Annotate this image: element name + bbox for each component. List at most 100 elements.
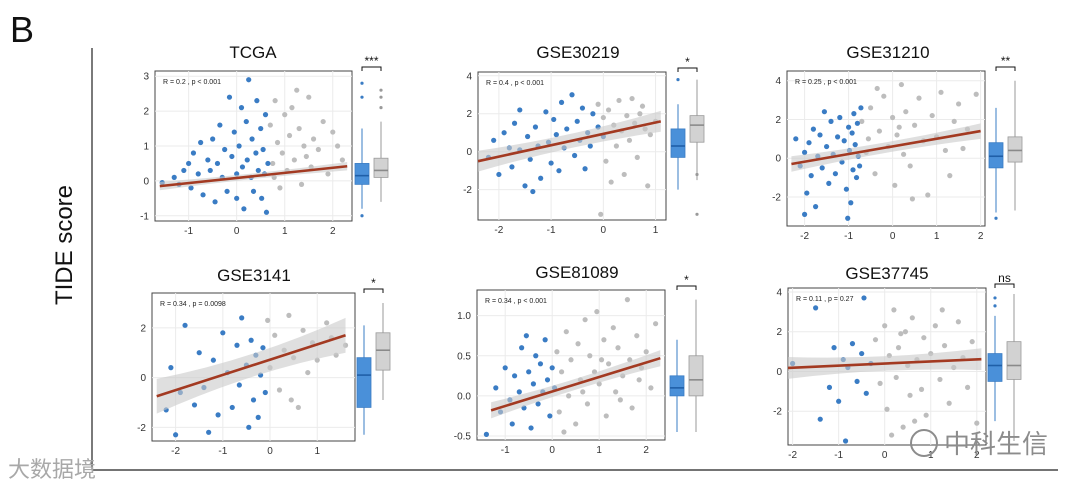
scatter-point-blue (511, 120, 518, 126)
box-outlier-grey (379, 106, 383, 110)
x-tick-label: -1 (834, 450, 843, 461)
scatter-point-blue (547, 413, 553, 419)
scatter-point-blue (522, 183, 528, 189)
scatter-point-grey (298, 181, 305, 187)
scatter-point-grey (895, 345, 902, 351)
scatter-point-grey (617, 397, 623, 403)
scatter-point-blue (579, 105, 586, 111)
y-tick-label: -2 (463, 185, 472, 196)
scatter-point-blue (526, 369, 532, 375)
scatter-point-blue (222, 146, 228, 153)
x-tick-label: 2 (643, 445, 649, 456)
significance-label: * (684, 273, 689, 287)
scatter-point-grey (563, 329, 569, 335)
scatter-point-blue (226, 94, 233, 100)
scatter-point-blue (253, 150, 259, 156)
watermark-right: 中科生信 (910, 424, 1048, 461)
scatter-point-blue (851, 111, 857, 117)
scatter-point-blue (826, 384, 833, 390)
panel-tcga: TCGA -1 0 1 2 -1 0 1 2 3 R = 0.2 , p < 0.001 *** (140, 43, 389, 237)
scatter-point-blue (501, 130, 507, 136)
scatter-point-blue (532, 124, 539, 130)
scatter-point-blue (831, 345, 837, 351)
scatter-point-grey (296, 125, 302, 132)
scatter-point-blue (210, 357, 216, 363)
scatter-point-grey (634, 154, 640, 160)
scatter-point-grey (901, 151, 907, 157)
scatter-point-grey (900, 424, 906, 430)
scatter-point-blue (556, 168, 562, 174)
scatter-point-blue (821, 109, 828, 115)
x-tick-label: 1 (653, 225, 659, 236)
scatter-point-grey (892, 182, 898, 188)
scatter-point-grey (881, 93, 887, 99)
scatter-point-blue (254, 98, 260, 104)
y-tick-label: -2 (772, 192, 781, 203)
scatter-point-blue (188, 185, 194, 191)
correlation-annotation: R = 0.25 , p < 0.001 (795, 79, 857, 86)
scatter-point-blue (191, 402, 198, 408)
scatter-point-grey (610, 325, 616, 331)
scatter-point-grey (932, 323, 938, 329)
y-tick-label: -2 (137, 423, 146, 434)
scatter-point-grey (877, 380, 883, 386)
scatter-point-blue (236, 143, 242, 149)
x-tick-label: 2 (978, 231, 984, 242)
scatter-point-grey (324, 320, 330, 326)
regression-line (791, 129, 981, 166)
scatter-point-blue (212, 199, 218, 205)
scatter-point-grey (896, 124, 902, 130)
scatter-point-grey (554, 349, 560, 355)
scatter-point-blue (587, 143, 593, 149)
scatter-point-blue (551, 116, 557, 123)
scatter-point-blue (206, 429, 212, 435)
scatter-point-blue (530, 381, 537, 387)
scatter-point-blue (195, 171, 201, 177)
scatter-point-grey (315, 146, 321, 153)
x-tick-label: -1 (218, 446, 227, 457)
y-tick-label: 2 (776, 327, 782, 338)
significance-bracket (677, 67, 698, 72)
scatter-point-blue (835, 134, 841, 140)
correlation-annotation: R = 0.11 , p = 0.27 (796, 296, 854, 303)
significance-label: * (371, 276, 376, 290)
scatter-point-blue (841, 138, 847, 144)
scatter-point-grey (330, 129, 336, 135)
scatter-point-grey (890, 114, 896, 121)
box-grey (689, 115, 705, 143)
scatter-point-blue (215, 412, 221, 418)
scatter-point-blue (548, 160, 554, 166)
scatter-point-blue (852, 142, 858, 148)
box-grey (373, 157, 389, 178)
scatter-point-blue (802, 211, 808, 217)
box-outlier-grey (695, 212, 699, 216)
scatter-point-blue (857, 163, 863, 169)
x-tick-label: 0 (549, 445, 555, 456)
panel-gse3141: GSE3141 -2 -1 0 1 -2 0 2 R = 0.34 , p = 0.0098 * (137, 266, 391, 457)
scatter-point-grey (969, 339, 975, 345)
scatter-point-blue (572, 152, 578, 159)
scatter-point-blue (238, 105, 245, 111)
scatter-point-grey (891, 307, 897, 313)
scatter-point-grey (653, 321, 659, 327)
box-blue (356, 357, 372, 408)
scatter-point-grey (939, 307, 945, 313)
scatter-point-blue (236, 382, 242, 388)
x-tick-label: -1 (547, 225, 556, 236)
box-outlier-blue (360, 95, 364, 99)
x-tick-label: 1 (282, 226, 288, 237)
scatter-point-grey (595, 101, 601, 107)
scatter-point-grey (573, 421, 579, 427)
scatter-point-blue (523, 333, 529, 339)
scatter-point-grey (629, 95, 635, 102)
regression-line (159, 164, 348, 188)
scatter-point-blue (265, 160, 271, 167)
scatter-point-grey (902, 329, 909, 335)
y-tick-label: 2 (140, 323, 146, 334)
scatter-point-grey (559, 369, 565, 375)
scatter-point-grey (306, 94, 312, 100)
significance-bracket (361, 66, 382, 71)
scatter-point-blue (190, 150, 197, 156)
scatter-point-grey (903, 109, 909, 115)
